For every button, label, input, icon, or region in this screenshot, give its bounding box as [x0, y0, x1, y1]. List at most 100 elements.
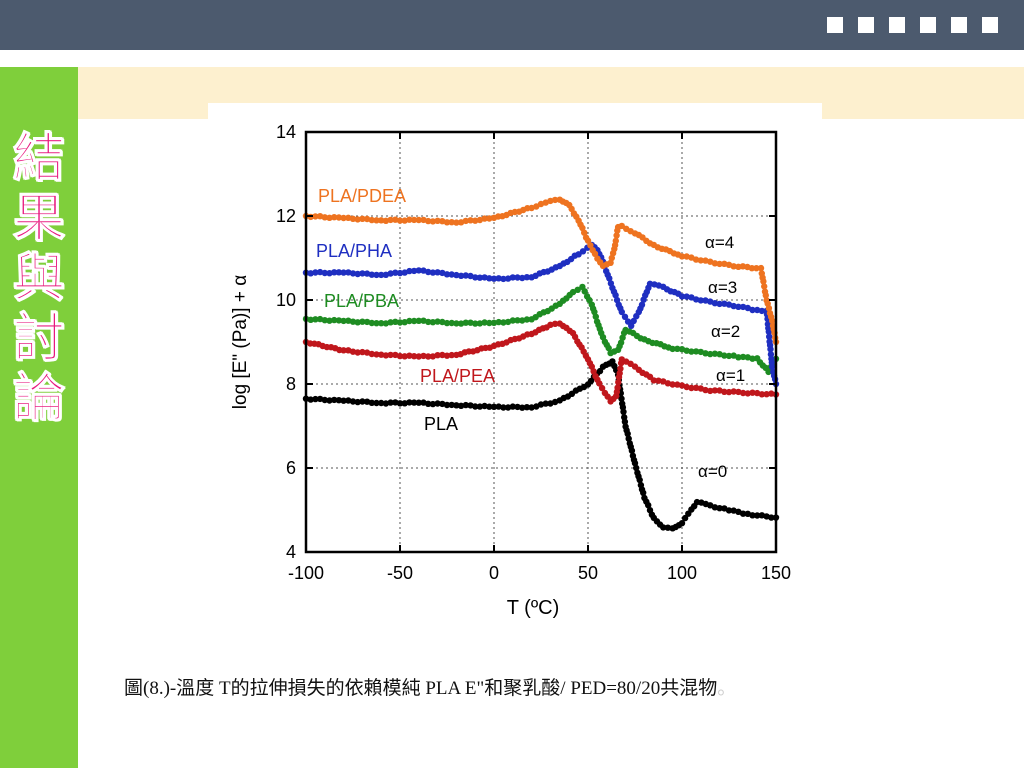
- data-point: [768, 514, 775, 521]
- data-point: [331, 396, 338, 404]
- data-point: [688, 348, 695, 355]
- data-point: [425, 400, 432, 407]
- data-point: [439, 351, 446, 359]
- series-label: PLA/PHA: [316, 241, 392, 261]
- data-point: [735, 303, 742, 310]
- y-axis-label: log [E" (Pa)] + α: [230, 275, 251, 409]
- data-point: [429, 400, 437, 408]
- data-point: [592, 313, 599, 320]
- data-point: [638, 301, 646, 308]
- data-point: [410, 267, 418, 275]
- x-tick-label: 150: [761, 563, 791, 583]
- data-point: [519, 274, 526, 282]
- data-point: [326, 317, 333, 324]
- data-point: [321, 214, 328, 221]
- data-point: [340, 269, 347, 276]
- data-point: [581, 288, 588, 295]
- square-icon: [920, 17, 936, 33]
- data-point: [392, 269, 399, 276]
- data-point: [590, 368, 597, 375]
- data-point: [607, 259, 614, 266]
- alpha-label: α=2: [711, 322, 740, 341]
- y-tick-label: 8: [286, 374, 296, 394]
- data-point: [617, 339, 625, 346]
- data-point: [640, 489, 647, 496]
- data-point: [596, 380, 603, 387]
- data-point: [448, 401, 455, 409]
- data-point: [373, 320, 380, 327]
- data-point: [359, 318, 366, 325]
- data-point: [429, 269, 437, 276]
- data-point: [744, 390, 751, 397]
- data-point: [624, 430, 631, 437]
- data-point: [443, 219, 451, 226]
- data-point: [757, 264, 765, 272]
- data-point: [739, 510, 747, 517]
- data-point: [462, 217, 469, 225]
- data-point: [612, 292, 619, 299]
- data-point: [462, 401, 469, 409]
- data-point: [617, 365, 624, 372]
- data-point: [628, 447, 636, 454]
- data-point: [429, 218, 437, 225]
- x-axis-label: T (ºC): [507, 597, 559, 619]
- data-point: [354, 319, 361, 326]
- data-point: [481, 402, 488, 410]
- data-point: [312, 395, 319, 403]
- data-point: [349, 398, 357, 405]
- data-point: [669, 381, 676, 388]
- data-point: [443, 401, 451, 409]
- data-point: [326, 397, 333, 404]
- x-tick-label: -50: [387, 563, 413, 583]
- data-point: [587, 242, 594, 249]
- data-point: [340, 317, 347, 325]
- sidebar: 結 果 與 討 論: [0, 67, 78, 768]
- data-point: [453, 320, 460, 327]
- data-point: [425, 268, 432, 276]
- x-tick-label: 0: [489, 563, 499, 583]
- data-point: [335, 269, 343, 276]
- data-point: [490, 275, 498, 282]
- data-point: [514, 274, 521, 281]
- data-point: [368, 271, 375, 278]
- data-point: [434, 217, 441, 224]
- data-point: [354, 398, 361, 406]
- data-point: [387, 351, 394, 359]
- data-point: [749, 512, 756, 519]
- data-point: [605, 344, 612, 352]
- data-point: [472, 274, 479, 281]
- data-point: [443, 319, 451, 327]
- data-point: [425, 217, 432, 225]
- data-point: [415, 216, 422, 224]
- data-point: [716, 505, 723, 512]
- data-point: [678, 520, 686, 527]
- data-point: [669, 345, 676, 353]
- data-point: [368, 319, 375, 327]
- section-title-char: 討: [12, 308, 65, 369]
- data-point: [312, 269, 319, 276]
- data-point: [630, 317, 637, 325]
- alpha-label: α=0: [698, 462, 727, 481]
- data-point: [721, 352, 728, 359]
- data-point: [354, 216, 361, 223]
- data-point: [340, 347, 347, 354]
- data-point: [486, 403, 493, 410]
- data-point: [681, 514, 689, 522]
- data-point: [396, 319, 404, 326]
- data-point: [429, 319, 437, 326]
- data-point: [490, 319, 498, 326]
- data-point: [443, 271, 451, 278]
- data-point: [551, 320, 559, 327]
- data-point: [551, 196, 559, 204]
- data-point: [312, 316, 319, 323]
- data-point: [702, 386, 709, 394]
- data-point: [716, 260, 723, 268]
- data-point: [763, 391, 770, 398]
- data-point: [725, 352, 733, 360]
- data-point: [349, 270, 357, 277]
- data-point: [321, 317, 328, 324]
- data-point: [711, 350, 719, 357]
- data-point: [359, 215, 366, 222]
- data-point: [481, 319, 488, 326]
- data-point: [349, 348, 357, 355]
